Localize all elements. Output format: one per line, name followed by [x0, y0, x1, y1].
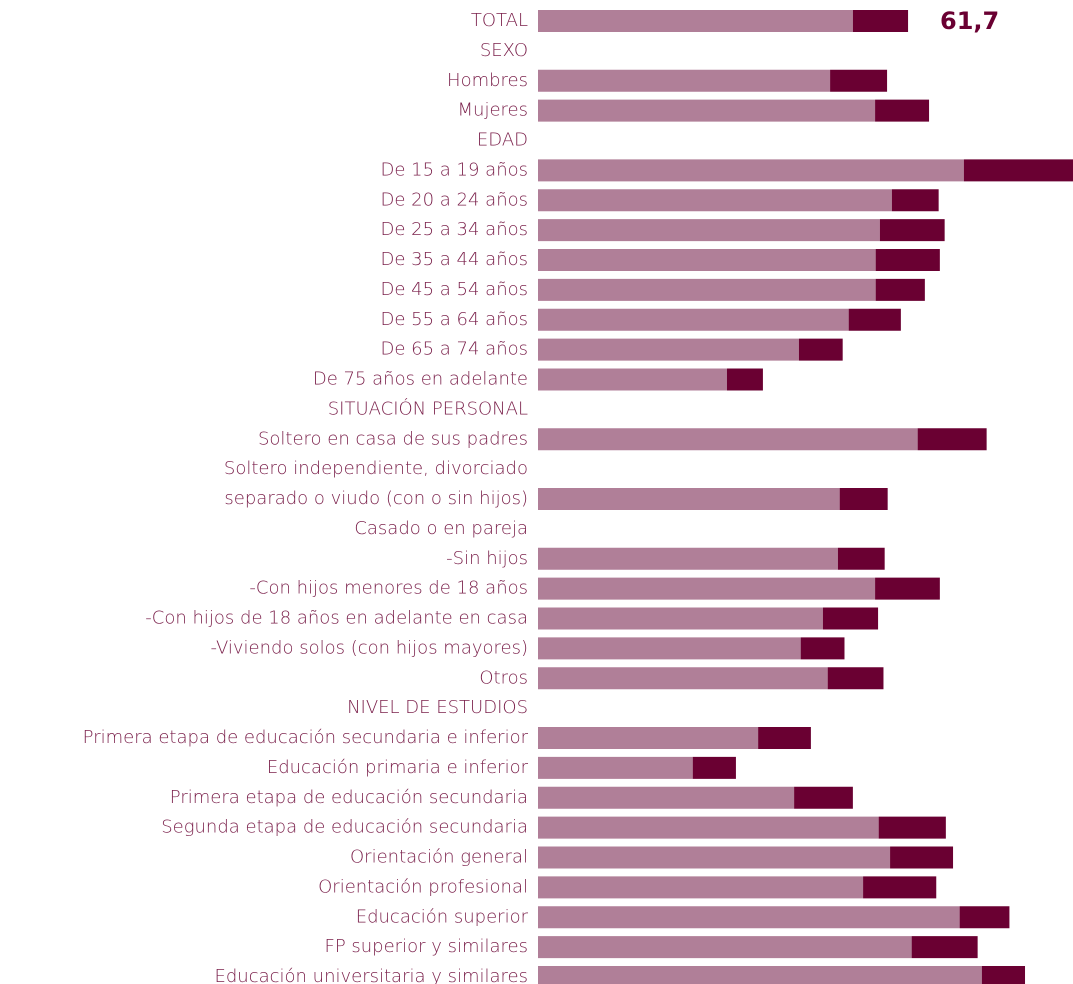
category-label: De 25 a 34 años	[381, 219, 529, 240]
category-label: Hombres	[447, 70, 528, 91]
bar-segment	[878, 816, 946, 839]
bar-segment	[538, 966, 982, 984]
category-label: SITUACIÓN PERSONAL	[328, 397, 528, 419]
bar-segment	[959, 906, 1010, 929]
bar-segment	[538, 189, 892, 212]
bar-segment	[538, 876, 864, 899]
bar-segment	[538, 727, 759, 749]
bar-segment	[891, 189, 939, 212]
bar-segment	[794, 786, 853, 809]
bar-segment	[800, 637, 845, 660]
bar-segment	[538, 249, 876, 271]
bar-segment	[538, 159, 964, 182]
bar-segment	[879, 219, 945, 242]
bar-segment	[538, 338, 799, 361]
bar-segment	[538, 278, 876, 301]
category-label: -Viviendo solos (con hijos mayores)	[211, 637, 528, 658]
category-label: De 55 a 64 años	[381, 309, 529, 330]
bar-segment	[538, 906, 960, 929]
bar-segment	[852, 10, 909, 32]
category-label: FP superior y similares	[324, 936, 528, 957]
category-label: Otros	[479, 667, 528, 688]
category-label: -Sin hijos	[446, 548, 528, 569]
bar-segment	[538, 846, 891, 869]
bar-segment	[839, 488, 888, 510]
category-label: EDAD	[477, 130, 528, 151]
bar-segment	[538, 99, 876, 122]
category-label: De 35 a 44 años	[381, 249, 529, 270]
category-label: De 45 a 54 años	[381, 279, 529, 300]
category-label: Segunda etapa de educación secundaria	[161, 817, 528, 838]
bar-segment	[538, 786, 795, 809]
bar-segment	[822, 607, 879, 630]
bar-segment	[538, 428, 918, 451]
bar-segment	[837, 547, 885, 570]
bar-segment	[875, 278, 925, 301]
bar-segment	[538, 637, 801, 660]
category-label: De 15 a 19 años	[381, 159, 529, 180]
bar-segment	[538, 667, 828, 690]
bar-segment	[758, 727, 811, 749]
category-label: Educación universitaria y similares	[214, 966, 528, 984]
category-label: Orientación general	[350, 847, 528, 868]
category-label: separado o viudo (con o sin hijos)	[224, 488, 528, 509]
category-label: Soltero independiente, divorciado	[224, 458, 528, 479]
bar-segment	[830, 69, 888, 92]
bar-segment	[875, 99, 930, 122]
bar-segment	[981, 966, 1026, 984]
bar-segment	[692, 756, 736, 779]
bar-segment	[890, 846, 954, 869]
bar-segment	[538, 308, 849, 331]
bar-segment	[875, 249, 940, 271]
bar-segment	[538, 219, 880, 242]
bar-segment	[726, 368, 763, 391]
bar-segment	[538, 488, 840, 510]
category-label: Soltero en casa de sus padres	[258, 428, 528, 449]
category-label: -Con hijos de 18 años en adelante en cas…	[145, 608, 528, 629]
bar-segment	[963, 159, 1073, 182]
category-label: Educación superior	[356, 906, 529, 927]
bar-segment	[538, 936, 912, 959]
category-label: NIVEL DE ESTUDIOS	[347, 697, 528, 718]
bar-segment	[538, 368, 727, 391]
bar-segment	[538, 607, 823, 630]
category-label: De 75 años en adelante	[313, 369, 528, 390]
bar-segment	[538, 816, 879, 839]
bar-segment	[917, 428, 987, 451]
total-label: 61,7	[940, 7, 999, 35]
bar-segment	[875, 577, 940, 600]
bar-segment	[538, 69, 831, 92]
category-label: Casado o en pareja	[354, 518, 528, 539]
bar-segment	[798, 338, 843, 361]
category-label: Educación primaria e inferior	[267, 757, 529, 778]
category-label: Orientación profesional	[318, 876, 528, 897]
bar-segment	[848, 308, 901, 331]
category-label: SEXO	[480, 40, 528, 61]
bar-segment	[538, 547, 838, 570]
category-label: Mujeres	[458, 100, 528, 121]
bar-segment	[827, 667, 884, 690]
bar-segment	[911, 936, 978, 959]
category-label: TOTAL	[471, 10, 528, 31]
category-label: Primera etapa de educación secundaria	[170, 787, 528, 808]
category-label: De 20 a 24 años	[381, 189, 529, 210]
category-label: Primera etapa de educación secundaria e …	[83, 727, 529, 748]
bar-segment	[538, 10, 853, 32]
category-label: De 65 a 74 años	[381, 339, 529, 360]
bar-segment	[538, 756, 693, 779]
bar-segment	[538, 577, 876, 600]
bar-segment	[863, 876, 937, 899]
category-label: -Con hijos menores de 18 años	[249, 578, 528, 599]
